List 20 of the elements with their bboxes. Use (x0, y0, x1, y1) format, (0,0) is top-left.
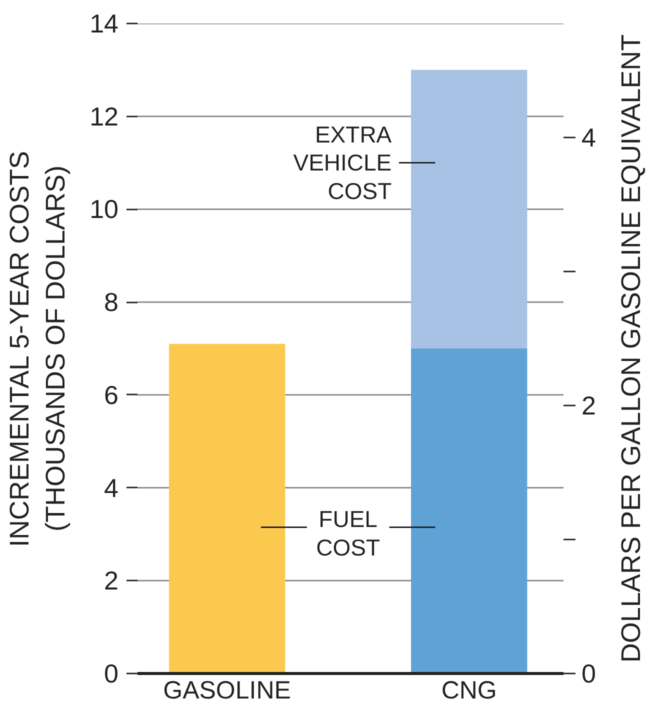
bar (411, 70, 528, 348)
y2-tick-label: 2 (582, 390, 596, 420)
y2-tick-label: 4 (582, 122, 596, 152)
y-tick-label: 2 (104, 566, 119, 596)
series-label: FUEL COST (316, 506, 380, 560)
y-tick-label: 4 (104, 472, 119, 503)
bar (168, 344, 286, 674)
bar (411, 348, 528, 674)
y-tick-label: 12 (90, 101, 118, 132)
y-tick-label: 14 (90, 8, 118, 38)
y-tick-label: 6 (104, 380, 119, 410)
y2-tick-label: 0 (582, 658, 596, 688)
y-tick-label: 0 (104, 658, 119, 688)
x-tick-label: CNG (441, 676, 497, 704)
y2-axis-title: DOLLARS PER GALLON GASOLINE EQUIVALENT (616, 34, 646, 663)
y-axis-title: INCREMENTAL 5-YEAR COSTS (THOUSANDS OF DOLLARS) (4, 150, 71, 548)
series-label: EXTRA VEHICLE COST (293, 122, 392, 204)
x-tick-label: GASOLINE (163, 676, 291, 704)
y-tick-label: 8 (104, 287, 119, 318)
y-tick-label: 10 (90, 194, 118, 224)
